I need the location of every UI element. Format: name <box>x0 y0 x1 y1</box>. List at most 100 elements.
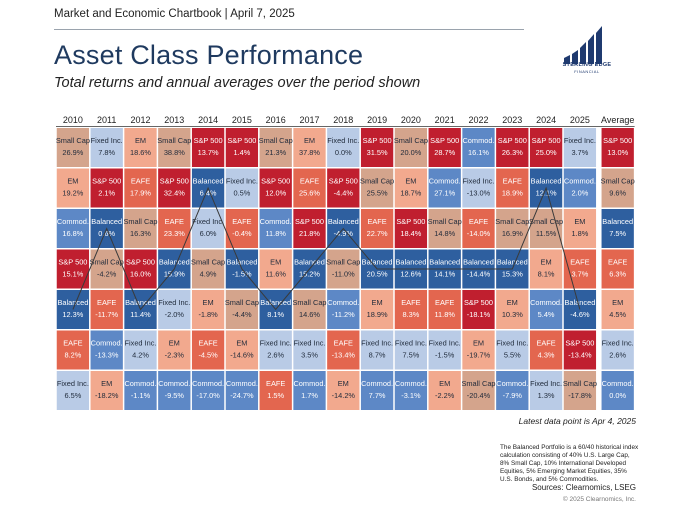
cell-0-7 <box>293 128 326 167</box>
cell-2-7 <box>293 209 326 248</box>
cell-return-value: 15.2% <box>299 270 320 279</box>
cell-asset-label: EAFE <box>401 298 420 307</box>
cell-asset-label: Fixed Inc. <box>226 177 258 186</box>
cell-4-13 <box>496 290 529 329</box>
cell-return-value: 22.7% <box>367 229 388 238</box>
cell-return-value: -20.4% <box>467 391 491 400</box>
cell-return-value: -2.0% <box>165 310 185 319</box>
cell-asset-label: S&P 500 <box>126 258 155 267</box>
cell-5-4 <box>191 330 225 370</box>
cell-asset-label: Balanced <box>429 258 460 267</box>
cell-3-4 <box>191 249 225 289</box>
cell-return-value: -13.0% <box>467 189 491 198</box>
cell-return-value: -2.3% <box>165 351 185 360</box>
cell-return-value: 1.8% <box>571 229 588 238</box>
cell-0-5 <box>225 128 259 167</box>
cell-return-value: -14.2% <box>332 391 356 400</box>
cell-return-value: -14.6% <box>230 351 254 360</box>
cell-2-6 <box>259 209 292 248</box>
cell-3-6 <box>259 249 292 289</box>
cell-asset-label: EM <box>439 379 450 388</box>
cell-return-value: 1.4% <box>233 148 250 157</box>
cell-asset-label: Small Cap <box>225 298 259 307</box>
cell-6-2 <box>124 371 157 410</box>
cell-asset-label: Commod. <box>602 379 634 388</box>
cell-return-value: -17.8% <box>568 391 592 400</box>
cell-asset-label: S&P 500 <box>430 136 459 145</box>
cell-return-value: 11.8% <box>434 310 455 319</box>
column-header-2019: 2019 <box>367 115 387 125</box>
cell-return-value: -13.3% <box>95 351 119 360</box>
cell-0-6 <box>259 128 292 167</box>
cell-return-value: -9.5% <box>165 391 185 400</box>
cell-return-value: 26.9% <box>62 148 83 157</box>
cell-1-0 <box>56 168 90 208</box>
cell-return-value: 13.0% <box>607 148 628 157</box>
cell-4-12 <box>462 290 495 329</box>
cell-asset-label: S&P 500 <box>160 177 189 186</box>
cell-return-value: 25.6% <box>299 189 320 198</box>
cell-return-value: 18.6% <box>130 148 151 157</box>
cell-return-value: 31.5% <box>367 148 388 157</box>
cell-asset-label: Small Cap <box>394 136 428 145</box>
cell-asset-label: Small Cap <box>259 136 293 145</box>
cell-3-0 <box>56 249 90 289</box>
column-header-2011: 2011 <box>97 115 116 125</box>
cell-1-8 <box>327 168 360 208</box>
cell-return-value: -4.4% <box>232 310 252 319</box>
cell-return-value: 3.7% <box>571 148 588 157</box>
page-title: Asset Class Performance <box>54 40 364 70</box>
cell-asset-label: Fixed Inc. <box>91 136 123 145</box>
cell-5-12 <box>462 330 495 370</box>
cell-return-value: 5.5% <box>504 351 521 360</box>
cell-return-value: -0.4% <box>232 229 252 238</box>
cell-asset-label: EAFE <box>63 339 82 348</box>
cell-asset-label: Balanced <box>362 258 393 267</box>
cell-asset-label: Balanced <box>260 298 291 307</box>
cell-return-value: -4.6% <box>570 310 590 319</box>
cell-return-value: 20.0% <box>400 148 421 157</box>
cell-4-5 <box>225 290 259 329</box>
balanced-trace-line <box>72 186 581 311</box>
cell-return-value: 12.3% <box>62 310 83 319</box>
cell-asset-label: Commod. <box>192 379 224 388</box>
cell-asset-label: S&P 500 <box>498 136 527 145</box>
cell-return-value: -1.8% <box>198 310 218 319</box>
cell-4-16 <box>601 290 634 329</box>
cell-return-value: 7.7% <box>369 391 386 400</box>
copyright-text: © 2025 Clearnomics, Inc. <box>562 496 636 503</box>
cell-return-value: 2.1% <box>98 189 115 198</box>
page-subtitle: Total returns and annual averages over t… <box>54 75 421 91</box>
column-header-2015: 2015 <box>232 115 252 125</box>
column-header-2023: 2023 <box>502 115 522 125</box>
cell-4-9 <box>360 290 394 329</box>
cell-return-value: 16.9% <box>502 229 523 238</box>
cell-return-value: 3.7% <box>571 270 588 279</box>
cell-asset-label: Fixed Inc. <box>192 217 224 226</box>
cell-return-value: -7.9% <box>503 391 523 400</box>
cell-return-value: -18.1% <box>467 310 491 319</box>
cell-0-10 <box>394 128 428 167</box>
cell-asset-label: Balanced <box>294 258 325 267</box>
cell-return-value: -14.4% <box>467 270 491 279</box>
cell-asset-label: EAFE <box>198 339 217 348</box>
cell-asset-label: Balanced <box>159 258 190 267</box>
cell-2-13 <box>496 209 529 248</box>
cell-asset-label: Small Cap <box>123 217 157 226</box>
cell-2-2 <box>124 209 157 248</box>
cell-return-value: -11.2% <box>332 310 355 319</box>
column-header-2020: 2020 <box>401 115 421 125</box>
cell-return-value: 8.1% <box>538 270 555 279</box>
cell-6-11 <box>428 371 461 410</box>
header-divider <box>54 29 524 30</box>
cell-0-2 <box>124 128 157 167</box>
sources-text: Sources: Clearnomics, LSEG <box>531 483 636 492</box>
cell-6-9 <box>360 371 394 410</box>
cell-asset-label: Small Cap <box>56 136 90 145</box>
cell-asset-label: EAFE <box>608 258 627 267</box>
cell-return-value: 12.6% <box>400 270 421 279</box>
cell-6-6 <box>259 371 292 410</box>
cell-asset-label: Small Cap <box>326 258 360 267</box>
cell-2-11 <box>428 209 461 248</box>
cell-asset-label: EAFE <box>266 379 285 388</box>
